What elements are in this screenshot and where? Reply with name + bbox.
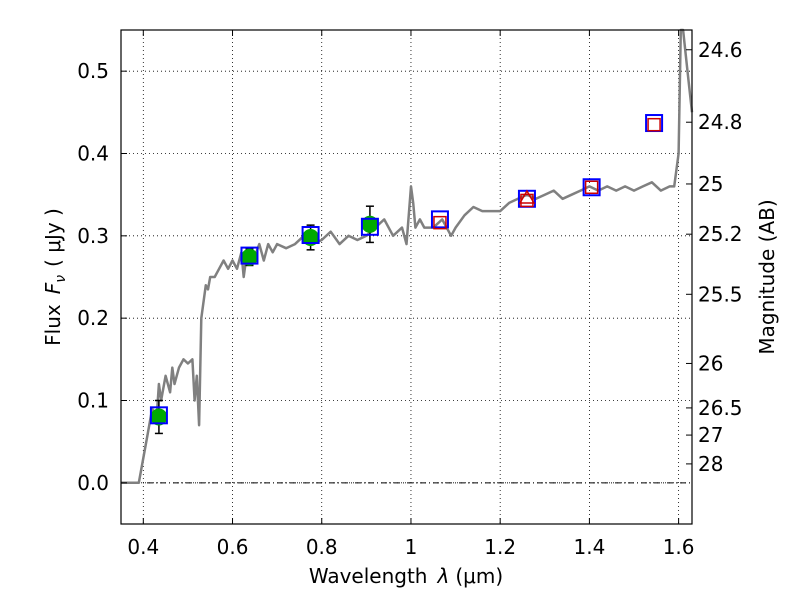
magnitude-tick-label: 27 bbox=[698, 423, 723, 447]
data-point-square bbox=[430, 210, 449, 229]
model-spectrum-line bbox=[121, 28, 694, 485]
y-axis-title: FluxFν( μJy ) bbox=[41, 208, 69, 346]
data-point-square bbox=[582, 178, 601, 197]
magnitude-tick-label: 24.8 bbox=[698, 110, 743, 134]
magnitude-tick-label: 25.2 bbox=[698, 222, 743, 246]
y-tick-label: 0.3 bbox=[77, 224, 109, 248]
x-tick-label: 1.2 bbox=[484, 535, 516, 559]
x-axis-title: Wavelength λ (μm) bbox=[309, 564, 503, 588]
magnitude-tick-label: 25 bbox=[698, 172, 723, 196]
y-tick-label: 0.5 bbox=[77, 59, 109, 83]
right-axis-title: Magnitude (AB) bbox=[755, 199, 779, 354]
magnitude-tick-label: 25.5 bbox=[698, 282, 743, 306]
y-tick-label: 0.4 bbox=[77, 142, 109, 166]
y-tick-label: 0.2 bbox=[77, 306, 109, 330]
data-point-square bbox=[149, 406, 168, 425]
data-point-square-small bbox=[433, 215, 447, 230]
data-point-square bbox=[360, 217, 379, 236]
magnitude-tick-label: 26 bbox=[698, 351, 723, 375]
x-tick-label: 1 bbox=[405, 535, 418, 559]
x-tick-label: 0.8 bbox=[306, 535, 338, 559]
x-tick-label: 0.4 bbox=[127, 535, 159, 559]
x-tick-label: 1.6 bbox=[663, 535, 695, 559]
data-point-square bbox=[301, 226, 320, 245]
y-tick-label: 0.1 bbox=[77, 389, 109, 413]
y-tick-label: 0.0 bbox=[77, 471, 109, 495]
data-point-square-small bbox=[584, 180, 599, 195]
x-tick-label: 1.4 bbox=[573, 535, 605, 559]
data-point-square-small bbox=[647, 117, 661, 132]
x-tick-label: 0.6 bbox=[217, 535, 249, 559]
plot-frame bbox=[120, 29, 693, 525]
magnitude-tick-label: 24.6 bbox=[698, 38, 743, 62]
axis-ticks: 0.4 0.6 0.8 1 1.2 1.4 1.6 0.0 0.1 0.2 0.3 0.4 0.5 24.… bbox=[77, 30, 743, 559]
data-point-square bbox=[240, 246, 259, 265]
magnitude-tick-label: 26.5 bbox=[698, 396, 743, 420]
data-point-triangle bbox=[518, 189, 536, 204]
plot-area bbox=[121, 30, 692, 524]
data-markers bbox=[149, 114, 664, 435]
magnitude-tick-label: 28 bbox=[698, 452, 723, 476]
